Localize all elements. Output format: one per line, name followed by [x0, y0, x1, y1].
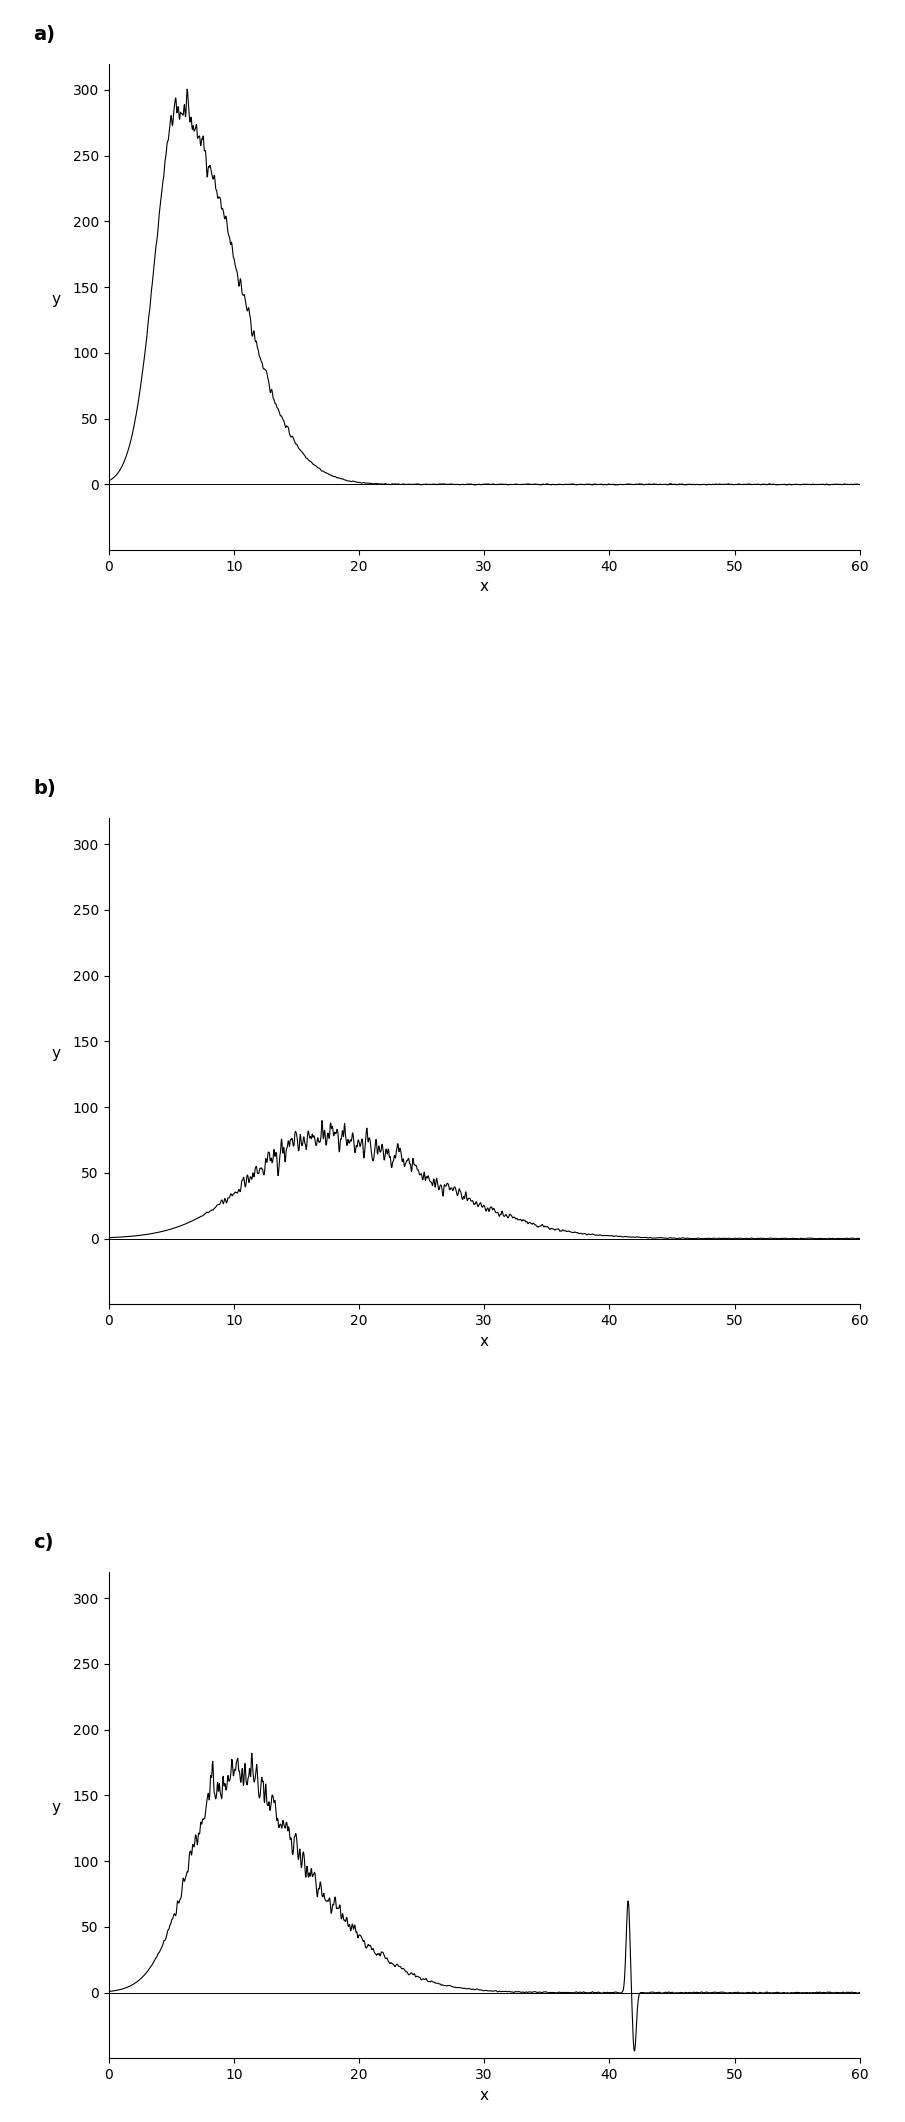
- X-axis label: x: x: [480, 2088, 489, 2103]
- X-axis label: x: x: [480, 1333, 489, 1350]
- X-axis label: x: x: [480, 579, 489, 594]
- Text: c): c): [33, 1532, 54, 1551]
- Y-axis label: y: y: [52, 293, 61, 308]
- Text: b): b): [33, 779, 56, 798]
- Y-axis label: y: y: [52, 1799, 61, 1814]
- Text: a): a): [33, 25, 55, 45]
- Y-axis label: y: y: [52, 1046, 61, 1061]
